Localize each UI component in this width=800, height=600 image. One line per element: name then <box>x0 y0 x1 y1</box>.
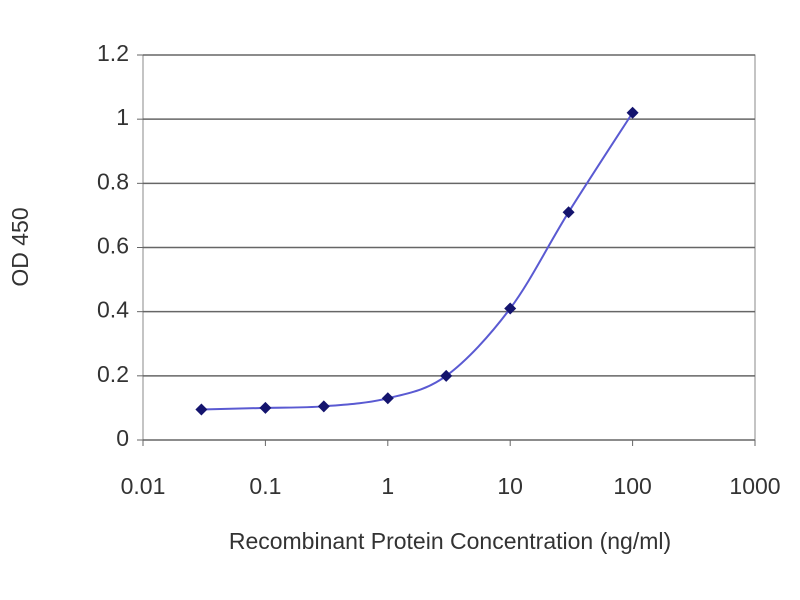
data-point <box>195 403 208 416</box>
x-tick-label: 0.1 <box>249 473 281 499</box>
data-point <box>626 106 639 119</box>
y-tick-label: 0.6 <box>97 233 129 259</box>
data-point <box>259 401 272 414</box>
x-tick-label: 0.01 <box>121 473 166 499</box>
x-tick-label: 10 <box>497 473 523 499</box>
x-axis-label: Recombinant Protein Concentration (ng/ml… <box>229 528 671 554</box>
data-point <box>504 302 517 315</box>
y-tick-label: 0 <box>116 425 129 451</box>
y-tick-label: 0.8 <box>97 168 129 194</box>
y-tick-label: 1 <box>116 104 129 130</box>
data-point <box>562 206 575 219</box>
y-axis-label: OD 450 <box>7 207 33 286</box>
data-point <box>381 392 394 405</box>
y-tick-label: 1.2 <box>97 40 129 66</box>
x-tick-label: 1 <box>381 473 394 499</box>
data-point <box>440 369 453 382</box>
y-tick-label: 0.4 <box>97 297 129 323</box>
y-tick-label: 0.2 <box>97 361 129 387</box>
x-tick-label: 1000 <box>729 473 780 499</box>
x-tick-label: 100 <box>613 473 651 499</box>
data-point <box>317 400 330 413</box>
